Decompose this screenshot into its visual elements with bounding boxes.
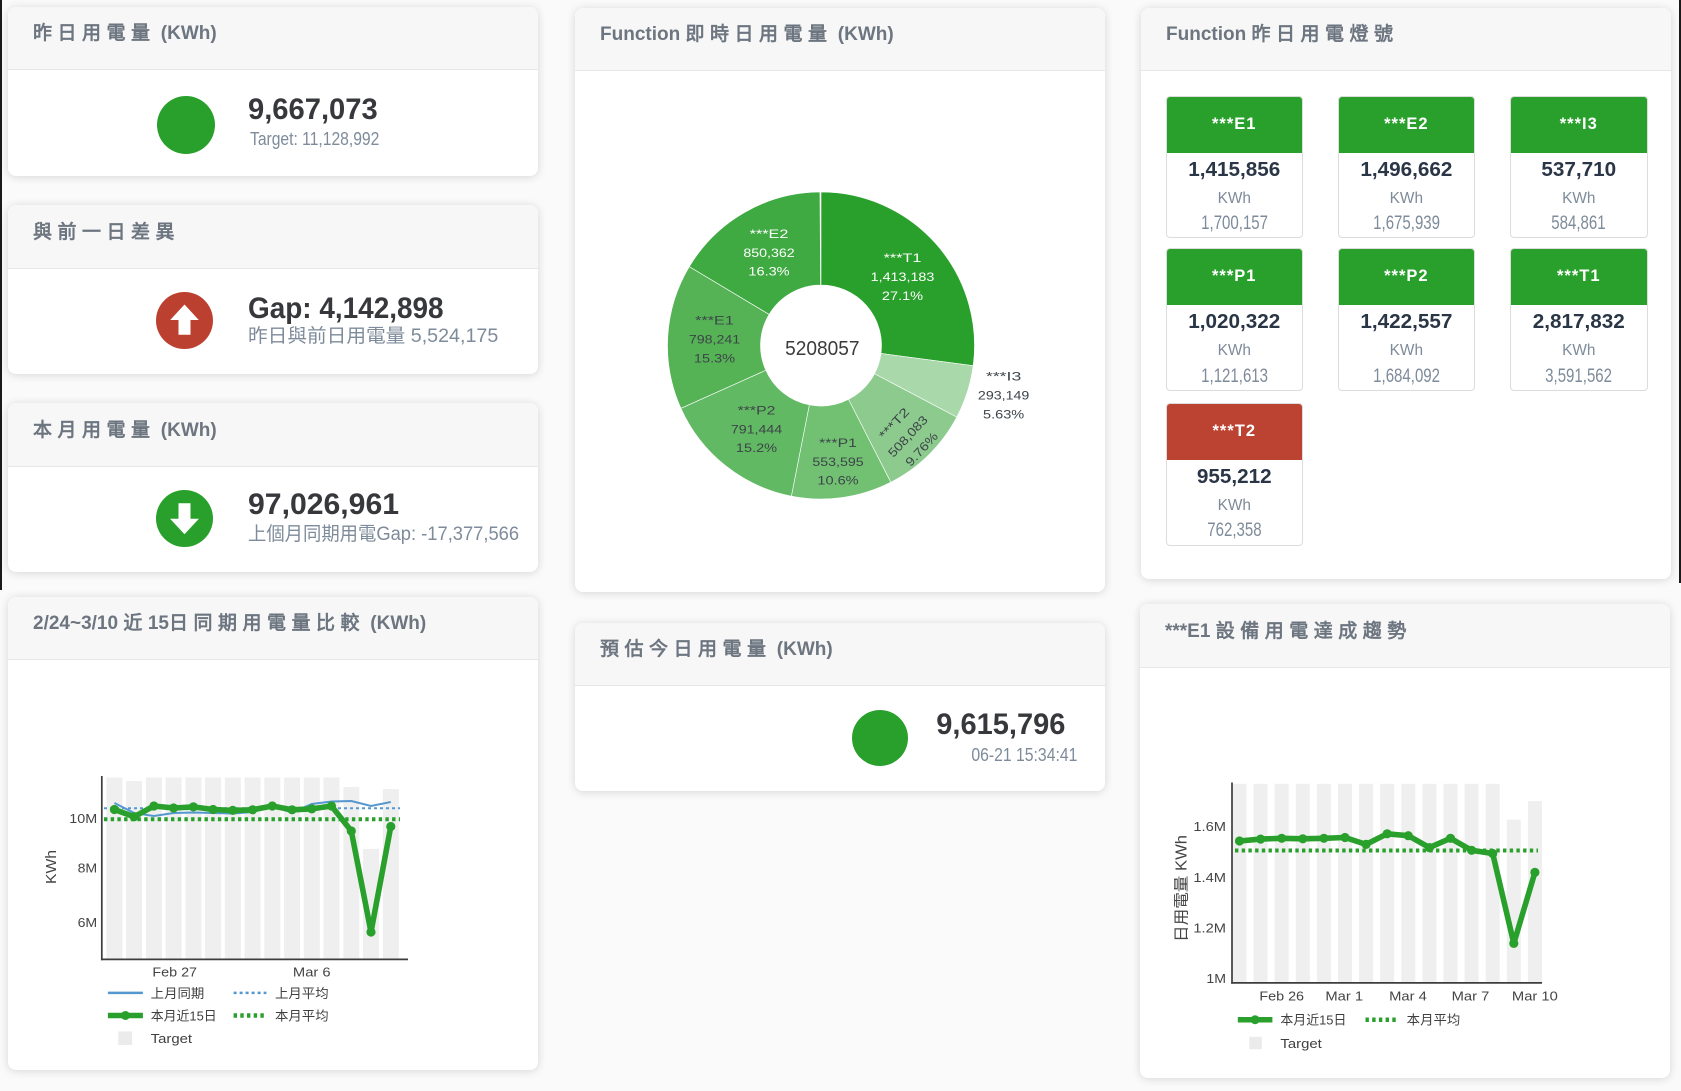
svg-text:***P1: ***P1 [819, 436, 857, 450]
svg-text:293,149: 293,149 [978, 389, 1030, 403]
svg-text:Feb 27: Feb 27 [152, 964, 197, 979]
svg-text:本月近15日: 本月近15日 [1280, 1012, 1346, 1027]
svg-text:10.6%: 10.6% [817, 474, 858, 488]
svg-text:Feb 26: Feb 26 [1259, 988, 1304, 1003]
svg-text:15.2%: 15.2% [736, 441, 777, 455]
svg-text:Target: Target [151, 1031, 193, 1046]
svg-text:KWh: KWh [44, 850, 60, 884]
svg-text:1.4M: 1.4M [1193, 869, 1226, 884]
svg-text:上月平均: 上月平均 [275, 986, 329, 1001]
svg-text:本月近15日: 本月近15日 [151, 1009, 217, 1024]
svg-text:***P2: ***P2 [738, 404, 776, 418]
svg-text:850,362: 850,362 [743, 246, 795, 260]
svg-text:1M: 1M [1206, 971, 1226, 986]
svg-text:本月平均: 本月平均 [275, 1009, 329, 1024]
svg-text:***E1: ***E1 [695, 314, 734, 328]
svg-text:Mar 10: Mar 10 [1512, 988, 1558, 1003]
svg-text:上月同期: 上月同期 [151, 986, 205, 1001]
svg-text:798,241: 798,241 [689, 333, 741, 347]
svg-text:日用電量 KWh: 日用電量 KWh [1174, 835, 1191, 942]
svg-text:1.2M: 1.2M [1193, 920, 1226, 935]
svg-text:8M: 8M [78, 861, 98, 876]
svg-text:6M: 6M [78, 915, 98, 930]
svg-text:16.3%: 16.3% [748, 265, 789, 279]
svg-text:Target: Target [1280, 1036, 1322, 1051]
svg-text:791,444: 791,444 [731, 422, 783, 436]
svg-text:1.6M: 1.6M [1193, 818, 1226, 833]
svg-text:本月平均: 本月平均 [1407, 1012, 1461, 1027]
svg-text:553,595: 553,595 [812, 455, 864, 469]
svg-text:Mar 1: Mar 1 [1325, 988, 1363, 1003]
svg-text:5.63%: 5.63% [983, 407, 1024, 421]
svg-text:Mar 6: Mar 6 [293, 964, 331, 979]
svg-text:Mar 4: Mar 4 [1389, 988, 1427, 1003]
svg-text:Mar 7: Mar 7 [1452, 988, 1490, 1003]
svg-text:***T1: ***T1 [884, 251, 922, 265]
svg-text:***I3: ***I3 [986, 370, 1022, 384]
svg-text:15.3%: 15.3% [694, 351, 735, 365]
svg-text:1,413,183: 1,413,183 [871, 270, 935, 284]
svg-text:27.1%: 27.1% [882, 289, 923, 303]
svg-text:***E2: ***E2 [750, 227, 789, 241]
svg-text:10M: 10M [69, 811, 97, 826]
svg-text:5208057: 5208057 [785, 337, 859, 360]
